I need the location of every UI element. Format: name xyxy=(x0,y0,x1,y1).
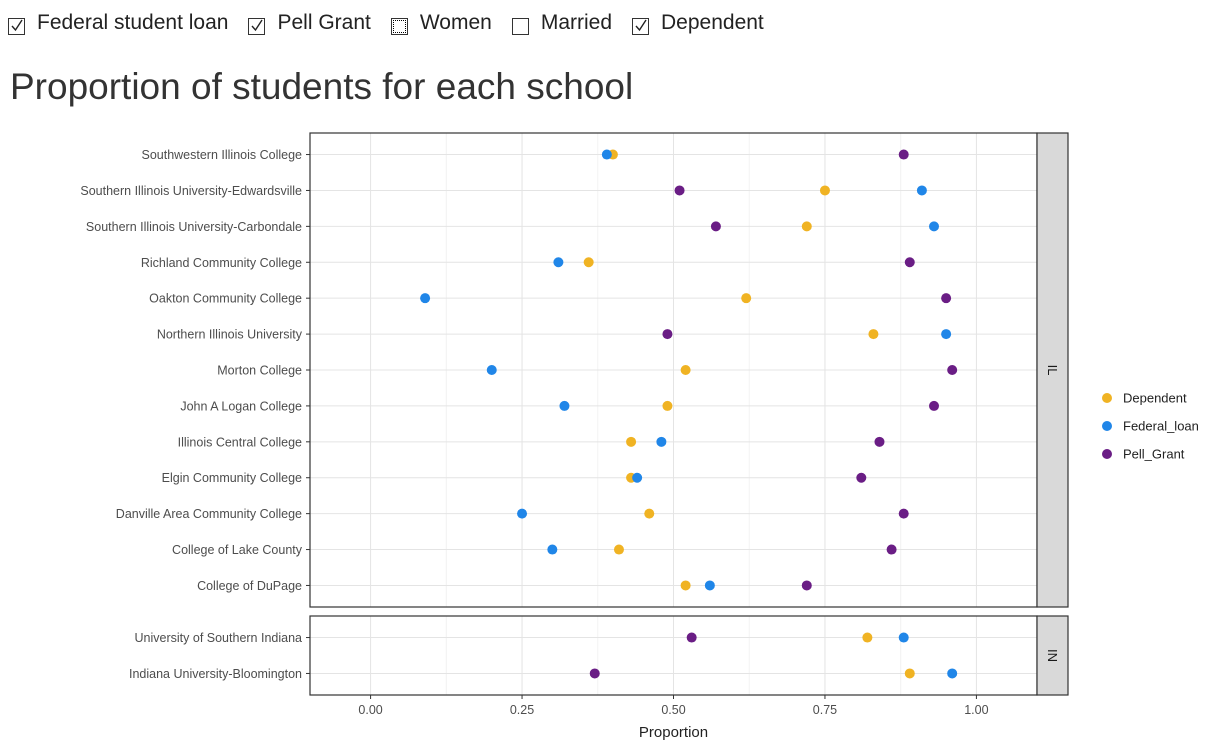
data-point xyxy=(644,508,655,519)
page-title: Proportion of students for each school xyxy=(10,66,634,107)
filter-label: Married xyxy=(540,11,613,34)
data-point xyxy=(898,508,909,519)
filter-label: Dependent xyxy=(661,11,764,34)
data-point xyxy=(941,329,952,340)
legend-key xyxy=(1102,449,1112,459)
data-point xyxy=(601,149,612,160)
checkmark-icon xyxy=(251,19,264,31)
x-tick-label: 0.50 xyxy=(661,703,685,717)
data-point xyxy=(874,436,885,447)
legend-key xyxy=(1102,421,1112,431)
data-point xyxy=(868,329,879,340)
data-point xyxy=(898,632,909,643)
data-point xyxy=(662,400,673,411)
checkmark-icon xyxy=(635,19,647,31)
filter-label: Women xyxy=(419,11,492,34)
data-point xyxy=(801,580,812,591)
legend-key xyxy=(1102,393,1112,403)
facet-strip xyxy=(1036,615,1069,696)
data-point xyxy=(662,329,673,340)
data-point xyxy=(704,580,715,591)
legend-label: Pell_Grant xyxy=(1123,447,1185,462)
data-point xyxy=(710,221,721,232)
filter-label: Federal student loan xyxy=(37,11,229,34)
data-point xyxy=(680,580,691,591)
data-point xyxy=(517,508,528,519)
data-point xyxy=(801,221,812,232)
y-tick-label: Southern Illinois University-Edwardsvill… xyxy=(80,184,302,198)
facet-strip xyxy=(1036,132,1069,608)
data-point xyxy=(886,544,897,555)
data-point xyxy=(486,365,497,375)
facet-strip-label: IN xyxy=(1045,649,1060,662)
data-point xyxy=(547,544,558,555)
filter-federal-student-loan[interactable]: Federal student loan xyxy=(8,11,228,35)
y-tick-label: John A Logan College xyxy=(180,399,302,413)
x-tick-label: 0.75 xyxy=(813,703,837,717)
y-tick-label: Northern Illinois University xyxy=(157,328,303,342)
y-tick-label: Danville Area Community College xyxy=(116,507,302,521)
y-tick-label: Oakton Community College xyxy=(149,292,302,306)
data-point xyxy=(656,436,667,447)
data-point xyxy=(559,400,570,411)
x-tick-label: 0.25 xyxy=(510,703,534,717)
legend-label: Dependent xyxy=(1123,391,1187,406)
data-point xyxy=(674,185,685,196)
data-point xyxy=(632,472,643,483)
data-point xyxy=(947,668,958,679)
data-point xyxy=(686,632,697,643)
married-checkbox[interactable] xyxy=(511,17,529,35)
dependent-checkbox[interactable] xyxy=(632,17,650,35)
filter-label: Pell Grant xyxy=(277,11,371,34)
federal-student-loan-checkbox[interactable] xyxy=(8,17,25,35)
y-tick-label: Morton College xyxy=(217,364,302,378)
data-point xyxy=(947,365,958,375)
filter-married[interactable]: Married xyxy=(511,11,613,35)
data-point xyxy=(941,293,952,304)
y-tick-label: Indiana University-Bloomington xyxy=(129,667,302,681)
filter-women[interactable]: Women xyxy=(390,11,492,35)
y-tick-label: College of DuPage xyxy=(197,579,302,593)
pell-grant-checkbox[interactable] xyxy=(248,17,266,35)
data-point xyxy=(904,257,915,268)
y-tick-label: Southwestern Illinois College xyxy=(141,148,302,162)
dot-plot-chart: Southwestern Illinois College Southern Il… xyxy=(80,132,1199,741)
data-point xyxy=(613,544,624,555)
filter-pell-grant[interactable]: Pell Grant xyxy=(248,11,371,35)
facet-strip-label: IL xyxy=(1045,365,1060,376)
data-point xyxy=(420,293,431,304)
data-point xyxy=(856,472,867,483)
data-point xyxy=(589,668,600,679)
checkmark-icon xyxy=(11,19,23,31)
data-point xyxy=(898,149,909,160)
data-point xyxy=(904,668,915,679)
filter-bar: Federal student loan Pell Grant Women Ma… xyxy=(8,8,784,38)
y-tick-label: Southern Illinois University-Carbondale xyxy=(86,220,302,234)
x-tick-label: 0.00 xyxy=(358,703,382,717)
data-point xyxy=(819,185,830,196)
data-point xyxy=(916,185,927,196)
y-tick-label: University of Southern Indiana xyxy=(135,631,303,645)
y-tick-label: Richland Community College xyxy=(141,256,302,270)
y-tick-label: College of Lake County xyxy=(172,543,303,557)
legend-label: Federal_loan xyxy=(1123,419,1199,434)
data-point xyxy=(583,257,594,268)
y-tick-label: Elgin Community College xyxy=(162,471,302,485)
x-axis-title: Proportion xyxy=(639,724,708,741)
data-point xyxy=(626,436,637,447)
data-point xyxy=(929,221,940,232)
filter-dependent[interactable]: Dependent xyxy=(632,11,764,35)
x-tick-label: 1.00 xyxy=(964,703,988,717)
data-point xyxy=(553,257,564,268)
data-point xyxy=(680,365,691,375)
y-tick-label: Illinois Central College xyxy=(178,435,302,449)
data-point xyxy=(929,400,940,411)
data-point xyxy=(741,293,752,304)
data-point xyxy=(862,632,873,643)
women-checkbox[interactable] xyxy=(390,17,408,35)
